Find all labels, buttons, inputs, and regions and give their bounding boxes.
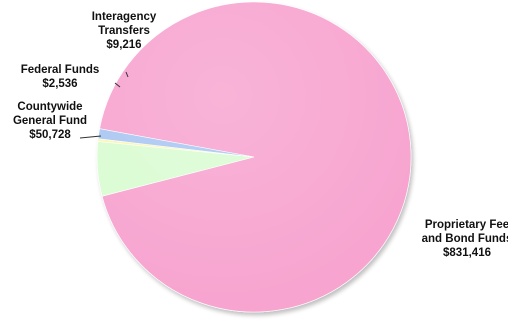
leader-line-interagency-transfers <box>125 71 129 78</box>
slice-value-label-proprietary-fee-and-bond-funds: $831,416 <box>443 247 491 259</box>
leader-line-countywide-general-fund <box>79 135 102 139</box>
slice-name-label-countywide-general-fund: Countywide <box>17 101 82 113</box>
slice-labels: Proprietary Fee and Bond Funds $831,416 Cou… <box>13 11 508 259</box>
slice-value-label-interagency-transfers: $9,216 <box>106 39 141 51</box>
leader-line-federal-funds <box>114 82 121 88</box>
slice-name-label-proprietary-fee-and-bond-funds: Proprietary Fee <box>425 219 508 231</box>
leader-lines <box>79 71 129 139</box>
slice-name-label-proprietary-fee-and-bond-funds: and Bond Funds <box>422 233 508 245</box>
slice-name-label-interagency-transfers: Transfers <box>98 25 150 37</box>
slice-value-label-countywide-general-fund: $50,728 <box>29 129 71 141</box>
slice-name-label-countywide-general-fund: General Fund <box>13 115 87 127</box>
slice-name-label-federal-funds: Federal Funds <box>21 64 100 76</box>
slice-value-label-federal-funds: $2,536 <box>42 78 77 90</box>
pie-slices <box>96 1 412 313</box>
slice-name-label-interagency-transfers: Interagency <box>92 11 157 23</box>
